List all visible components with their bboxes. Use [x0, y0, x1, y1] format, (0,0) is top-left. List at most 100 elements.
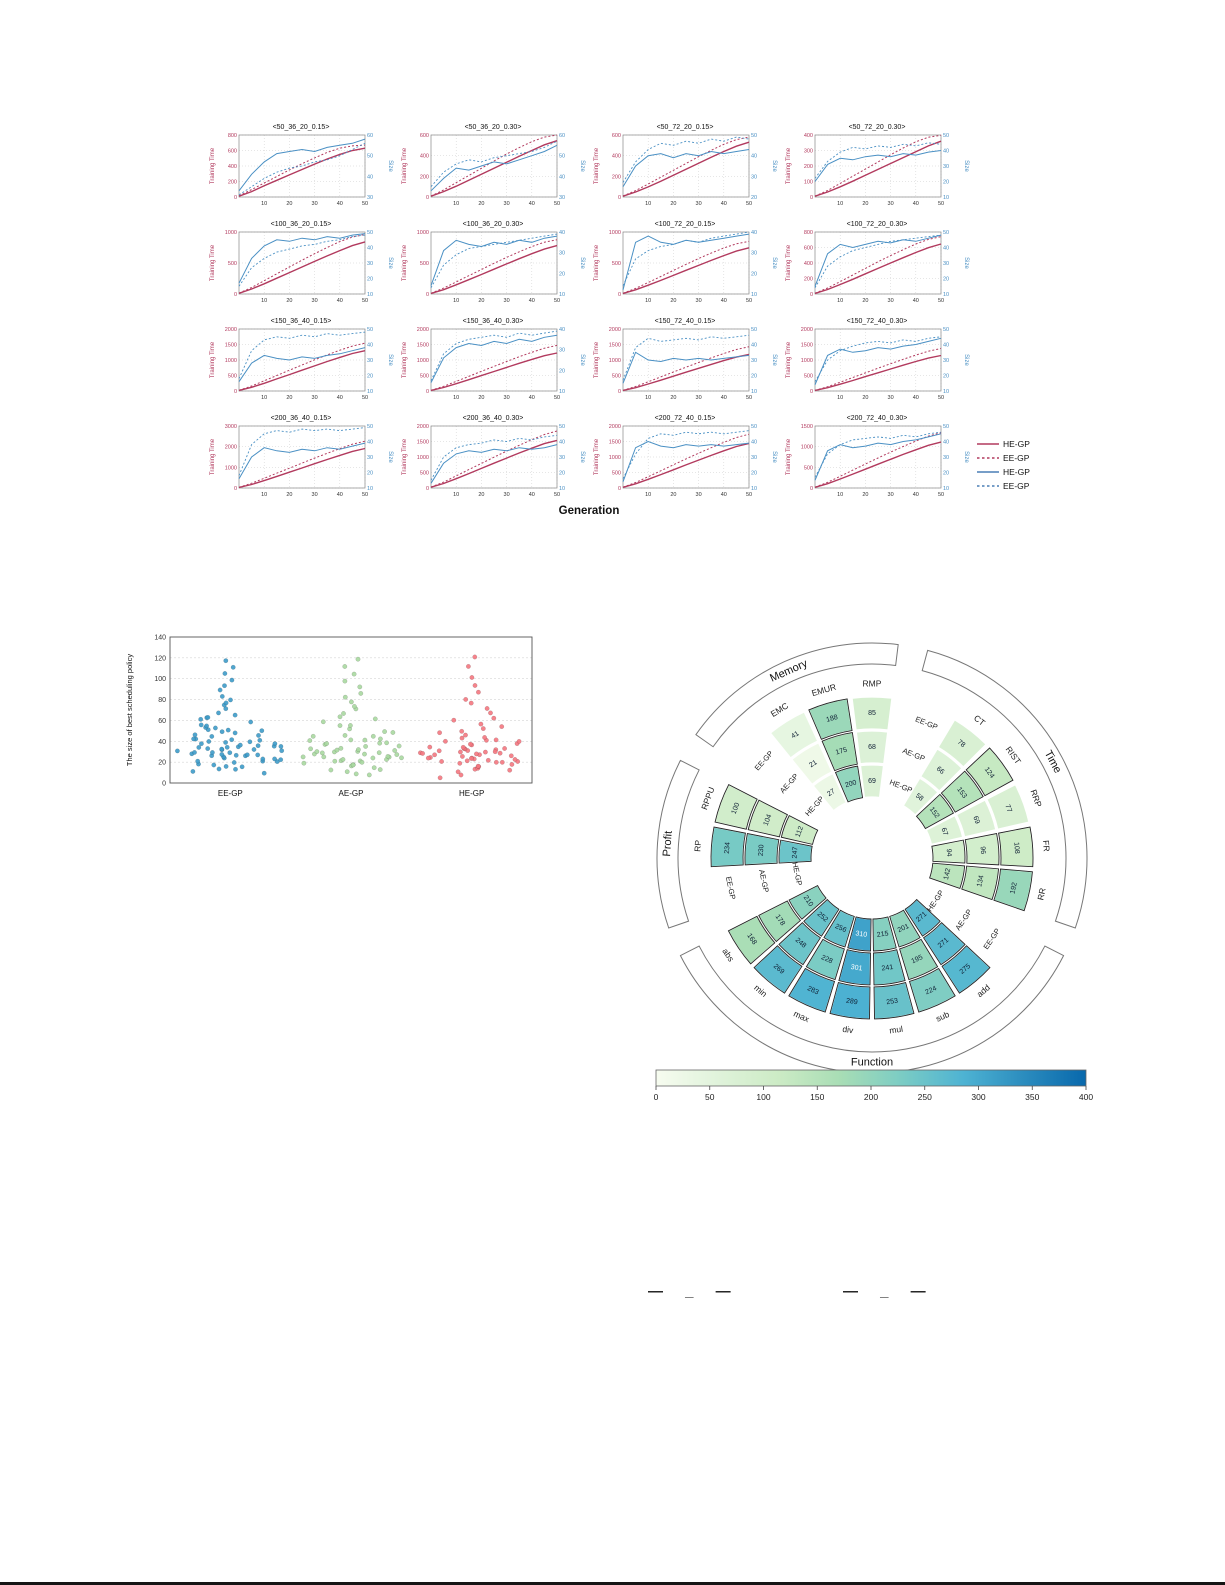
heatmap-text: 195: [910, 954, 924, 965]
swarm-point: [468, 700, 474, 706]
subplot-chart: <150_72_40_0.30> 0 500 1000 1500 2000 10 20 30 40…: [786, 318, 969, 401]
right-tick-label: 40: [751, 154, 757, 160]
heatmap-text: min: [752, 982, 769, 999]
swarm-point: [301, 760, 307, 766]
colorbar-tick-label: 100: [756, 1092, 770, 1102]
x-tick-label: 20: [286, 395, 292, 401]
right-tick-label: 20: [943, 374, 949, 380]
series-ee-size: [622, 136, 750, 183]
heatmap-text: EE-GP: [982, 927, 1003, 951]
right-axis-label: Size: [771, 257, 777, 269]
heatmap-cell: [902, 777, 939, 816]
heatmap-text: Function: [851, 1056, 893, 1068]
swarm-point: [278, 757, 284, 763]
swarm-point: [255, 752, 261, 758]
right-tick-label: 50: [751, 424, 757, 430]
left-tick-label: 2000: [417, 424, 429, 430]
heatmap-cell-outline: [778, 839, 813, 864]
swarm-point: [195, 758, 201, 764]
series-ee-time: [622, 346, 750, 391]
swarm-point: [204, 723, 210, 729]
left-tick-label: 500: [612, 471, 621, 477]
heatmap-text: 142: [943, 868, 952, 881]
heatmap-text: 134: [976, 875, 985, 888]
swarm-point: [259, 728, 265, 734]
heatmap-cell-outline: [778, 922, 822, 966]
x-tick-label: 10: [453, 298, 459, 304]
right-tick-label: 20: [751, 195, 757, 201]
series-he-size: [430, 235, 558, 286]
left-tick-label: 500: [228, 261, 237, 267]
subplot-title: <200_36_40_0.15>: [271, 415, 332, 422]
left-tick-label: 400: [804, 133, 813, 139]
swarm-point: [432, 752, 437, 758]
x-tick-label: 30: [312, 298, 318, 304]
x-tick-label: 50: [938, 298, 944, 304]
swarm-point: [482, 735, 487, 740]
right-tick-label: 40: [751, 230, 757, 236]
right-tick-label: 20: [751, 271, 757, 277]
x-tick-label: 20: [670, 492, 676, 498]
series-ee-time: [622, 433, 750, 488]
series-he-time: [814, 354, 942, 392]
heatmap-cell-outline: [961, 865, 1000, 901]
left-tick-label: 1000: [417, 358, 429, 364]
left-tick-label: 400: [612, 154, 621, 160]
swarm-point: [219, 729, 225, 735]
swarm-point: [196, 745, 202, 750]
swarm-point: [362, 751, 367, 757]
swarm-point: [385, 753, 391, 759]
heatmap-text: 94: [945, 848, 953, 856]
heatmap-cell: [851, 696, 893, 731]
left-axis-label: Training Time: [402, 438, 408, 475]
x-tick-label: 50: [746, 492, 752, 498]
series-he-size: [238, 442, 366, 479]
series-he-size: [238, 347, 366, 382]
right-tick-label: 10: [559, 389, 565, 395]
right-tick-label: 60: [559, 133, 565, 139]
right-tick-label: 30: [943, 358, 949, 364]
right-axis-label: Size: [387, 160, 393, 172]
x-tick-label: 50: [362, 395, 368, 401]
right-tick-label: 30: [559, 455, 565, 461]
swarm-point: [485, 757, 491, 763]
heatmap-cell-outline: [931, 839, 966, 864]
x-tick-label: 50: [362, 298, 368, 304]
y-tick-label: 60: [158, 718, 166, 725]
heatmap-text: RPPU: [699, 785, 716, 811]
x-tick-label: 40: [337, 395, 343, 401]
left-tick-label: 0: [810, 486, 813, 492]
heatmap-text: 200: [844, 779, 857, 789]
left-tick-label: 1000: [417, 455, 429, 461]
left-tick-label: 500: [804, 465, 813, 471]
right-axis-label: Size: [579, 257, 585, 269]
swarm-point: [338, 745, 344, 751]
x-tick-label: 10: [837, 395, 843, 401]
right-tick-label: 50: [751, 133, 757, 139]
swarm-point: [508, 753, 514, 759]
subplot-title: <150_36_40_0.15>: [271, 318, 332, 325]
series-ee-time: [814, 432, 942, 488]
heatmap-cell-outline: [821, 732, 858, 772]
heatmap-cell: [812, 772, 848, 812]
y-tick-label: 80: [158, 697, 166, 704]
swarm-point: [463, 697, 469, 702]
left-tick-label: 3000: [225, 424, 237, 430]
series-ee-time: [430, 344, 558, 391]
x-tick-label: 40: [529, 298, 535, 304]
swarm-point: [499, 759, 505, 765]
swarm-point: [251, 747, 257, 752]
swarm-point: [223, 658, 229, 664]
right-tick-label: 20: [559, 471, 565, 477]
series-ee-time: [430, 134, 558, 197]
right-axis-label: Size: [963, 451, 969, 463]
x-tick-label: 40: [337, 492, 343, 498]
heatmap-text: 41: [790, 730, 800, 740]
subplot-chart: <150_72_40_0.15> 0 500 1000 1500 2000 10 20 30 40…: [594, 318, 777, 401]
heatmap-text: RMP: [863, 678, 882, 688]
left-tick-label: 1500: [609, 343, 621, 349]
swarm-point: [370, 755, 376, 761]
y-tick-label: 0: [162, 781, 166, 788]
series-ee-size: [238, 142, 366, 196]
right-tick-label: 50: [943, 327, 949, 333]
